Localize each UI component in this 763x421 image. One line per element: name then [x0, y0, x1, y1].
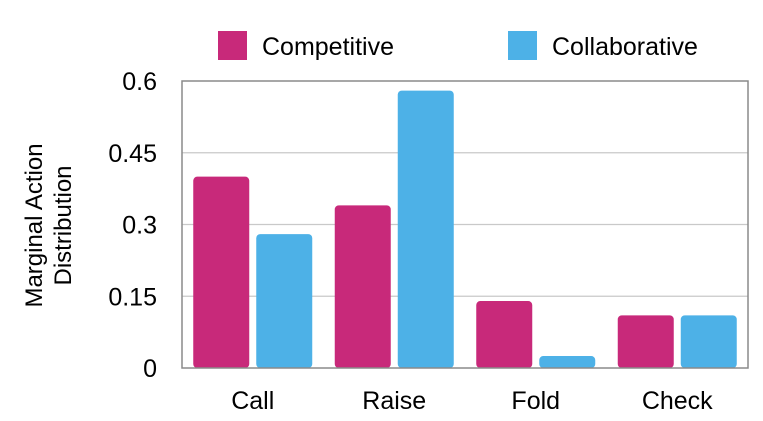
x-tick-label: Raise — [362, 387, 426, 415]
x-tick-label: Call — [231, 387, 274, 415]
y-tick-label: 0.45 — [108, 140, 157, 168]
y-axis-label: Marginal Action Distribution — [21, 143, 77, 307]
bar-competitive-call — [193, 176, 250, 368]
y-axis-label-line: Distribution — [50, 165, 77, 285]
y-tick-labels: 0 0.15 0.3 0.45 0.6 — [108, 68, 157, 383]
bar-collaborative-fold — [539, 356, 596, 368]
y-axis-label-line: Marginal Action — [21, 143, 48, 307]
bar-competitive-check — [617, 315, 674, 368]
y-tick-label: 0 — [143, 355, 157, 383]
bar-competitive-fold — [476, 301, 533, 368]
x-tick-labels: Call Raise Fold Check — [231, 387, 713, 415]
bar-competitive-raise — [334, 205, 391, 368]
bar-collaborative-check — [680, 315, 737, 368]
x-tick-label: Fold — [511, 387, 560, 415]
x-tick-label: Check — [642, 387, 713, 415]
bars — [193, 90, 737, 369]
bar-collaborative-call — [256, 234, 313, 368]
legend-label-collaborative: Collaborative — [552, 33, 698, 61]
legend-label-competitive: Competitive — [262, 33, 394, 61]
bar-collaborative-raise — [397, 90, 454, 369]
plot-frame — [181, 80, 749, 369]
y-tick-label: 0.3 — [122, 212, 157, 240]
y-tick-label: 0.15 — [108, 283, 157, 311]
legend-swatch-collaborative — [508, 31, 537, 60]
y-tick-label: 0.6 — [122, 68, 157, 96]
legend: Competitive Collaborative — [218, 31, 698, 61]
legend-swatch-competitive — [218, 31, 247, 60]
